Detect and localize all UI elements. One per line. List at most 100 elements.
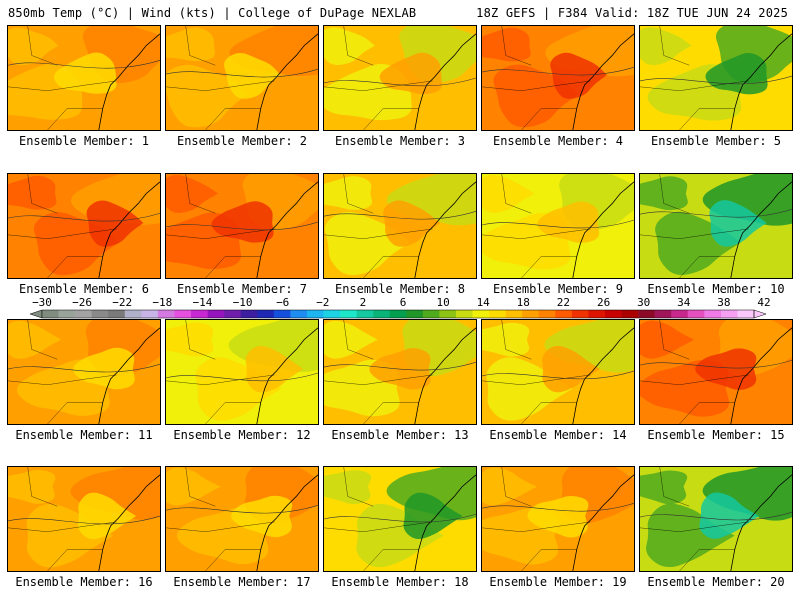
colorbar-segment xyxy=(373,310,391,318)
ensemble-map-panel[interactable] xyxy=(481,466,635,572)
ensemble-map-panel[interactable] xyxy=(639,466,793,572)
colorbar-segment xyxy=(240,310,258,318)
height-contour xyxy=(640,359,792,369)
colorbar-segment xyxy=(538,310,556,318)
ensemble-map-panel[interactable] xyxy=(323,319,477,425)
height-contour xyxy=(8,515,160,525)
ensemble-map-panel[interactable] xyxy=(7,173,161,279)
coastline xyxy=(730,327,792,424)
colorbar-tick-label: 26 xyxy=(596,296,611,309)
colorbar-tick-label: −14 xyxy=(192,296,213,309)
temperature-field xyxy=(324,174,476,278)
height-contour xyxy=(324,211,476,220)
colorbar-tick-label: −2 xyxy=(316,296,330,309)
colorbar-segment xyxy=(638,310,655,318)
state-borders xyxy=(166,467,275,571)
ensemble-map-panel[interactable] xyxy=(165,173,319,279)
colorbar-segment xyxy=(555,310,573,318)
colorbar-segment xyxy=(42,310,59,318)
ensemble-member-caption: Ensemble Member: 16 xyxy=(15,575,153,589)
colorbar-segment xyxy=(108,310,126,318)
colorbar-tick-label: 2 xyxy=(359,296,367,309)
height-contour xyxy=(324,361,476,371)
height-contour xyxy=(8,363,160,373)
colorbar-tick-label: 14 xyxy=(476,296,490,309)
ensemble-member-caption: Ensemble Member: 6 xyxy=(18,282,150,296)
ensemble-map-panel[interactable] xyxy=(323,466,477,572)
colorbar-segment xyxy=(671,310,689,318)
ensemble-member-caption: Ensemble Member: 7 xyxy=(176,282,308,296)
height-contour xyxy=(324,513,476,523)
ensemble-map-panel[interactable] xyxy=(481,319,635,425)
coastline xyxy=(98,327,160,424)
state-borders xyxy=(166,174,275,278)
colorbar-labels: −30 −26 −22 −18 −14 −10 −6 −2 2 6 10 14 18 22 26 30 34 38… xyxy=(0,296,800,309)
colorbar-segment xyxy=(124,310,142,318)
ensemble-map-panel[interactable] xyxy=(7,25,161,131)
height-contour xyxy=(166,504,318,514)
temperature-field xyxy=(166,467,318,571)
colorbar-tick-label: 42 xyxy=(757,296,771,309)
colorbar-segment xyxy=(273,310,291,318)
ensemble-member-caption: Ensemble Member: 10 xyxy=(647,282,785,296)
ensemble-map-panel[interactable] xyxy=(7,466,161,572)
colorbar-tick-label: −30 xyxy=(32,296,52,309)
height-contour xyxy=(324,77,476,87)
colorbar-segment xyxy=(141,310,159,318)
coastline xyxy=(98,474,160,571)
colorbar-segment xyxy=(191,310,208,318)
colorbar-segment xyxy=(290,310,308,318)
temperature-field xyxy=(8,26,160,130)
ensemble-map-panel[interactable] xyxy=(639,319,793,425)
ensemble-map-panel[interactable] xyxy=(639,173,793,279)
colorbar-segment xyxy=(439,310,457,318)
ensemble-member-caption: Ensemble Member: 4 xyxy=(492,134,624,148)
colorbar-segment xyxy=(75,310,92,318)
state-borders xyxy=(482,320,591,424)
ensemble-member-caption: Ensemble Member: 20 xyxy=(647,575,785,589)
state-borders xyxy=(324,174,433,278)
height-contour xyxy=(482,219,634,229)
colorbar-segment xyxy=(505,310,523,318)
colorbar-segment xyxy=(588,310,606,318)
temperature-field xyxy=(324,320,476,424)
ensemble-map-panel[interactable] xyxy=(165,319,319,425)
ensemble-map-panel[interactable] xyxy=(639,25,793,131)
height-contour xyxy=(640,209,792,218)
ensemble-map-panel[interactable] xyxy=(323,173,477,279)
ensemble-map-panel[interactable] xyxy=(165,25,319,131)
state-borders xyxy=(324,320,433,424)
colorbar-segment xyxy=(472,310,490,318)
temperature-field xyxy=(166,320,318,424)
ensemble-member-caption: Ensemble Member: 15 xyxy=(647,428,785,442)
colorbar-segment xyxy=(406,310,424,318)
coastline xyxy=(572,474,634,571)
temperature-field xyxy=(8,174,160,278)
ensemble-map-panel[interactable] xyxy=(165,466,319,572)
ensemble-map-panel[interactable] xyxy=(323,25,477,131)
ensemble-map-panel[interactable] xyxy=(481,25,635,131)
height-contour xyxy=(166,68,318,78)
ensemble-member-caption: Ensemble Member: 3 xyxy=(334,134,466,148)
temperature-field xyxy=(640,320,792,424)
state-borders xyxy=(482,467,591,571)
colorbar-segment xyxy=(704,310,722,318)
ensemble-map-panel[interactable] xyxy=(481,173,635,279)
colorbar-segment xyxy=(356,310,374,318)
colorbar-segment xyxy=(489,310,506,318)
ensemble-member-caption: Ensemble Member: 11 xyxy=(15,428,153,442)
colorbar-tick-label: 18 xyxy=(516,296,530,309)
height-contour xyxy=(482,503,634,512)
ensemble-member-caption: Ensemble Member: 12 xyxy=(173,428,311,442)
coastline xyxy=(256,181,318,278)
coastline xyxy=(414,33,476,130)
colorbar-tick-label: −18 xyxy=(152,296,173,309)
colorbar-segment xyxy=(323,310,341,318)
ensemble-member-caption: Ensemble Member: 9 xyxy=(492,282,624,296)
temperature-field xyxy=(324,26,476,130)
colorbar-tick-label: 30 xyxy=(637,296,651,309)
ensemble-member-caption: Ensemble Member: 8 xyxy=(334,282,466,296)
ensemble-map-panel[interactable] xyxy=(7,319,161,425)
colorbar-tick-label: 34 xyxy=(677,296,691,309)
colorbar-segment xyxy=(157,310,175,318)
